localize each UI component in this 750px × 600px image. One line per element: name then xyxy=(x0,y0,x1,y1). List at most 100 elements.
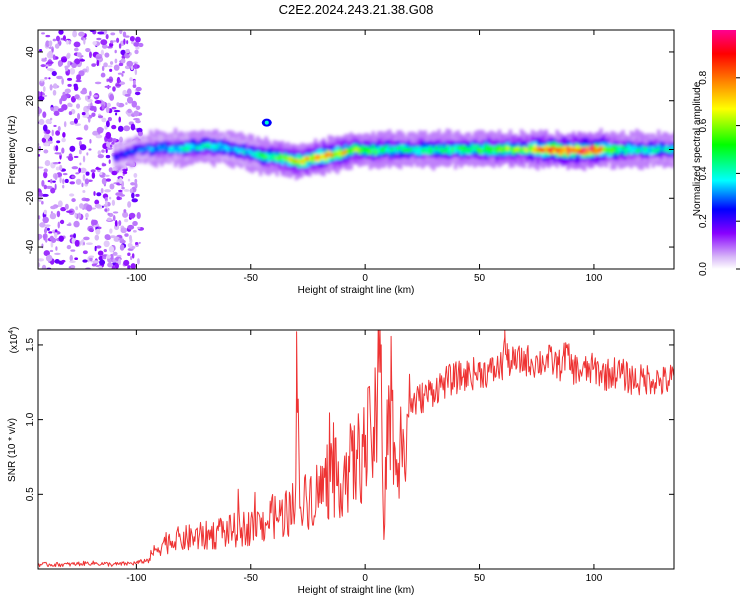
heatmap-noise-cell xyxy=(118,177,123,185)
heatmap-noise-cell xyxy=(136,127,143,133)
heatmap-ridge-cell xyxy=(610,148,614,153)
heatmap-noise-cell xyxy=(54,183,57,191)
heatmap-ridge-cell xyxy=(563,149,568,153)
heatmap-noise-cell xyxy=(106,142,111,148)
heatmap-ridge-cell xyxy=(118,150,123,158)
heatmap-noise-cell xyxy=(133,110,140,117)
heatmap-noise-cell xyxy=(49,212,57,220)
heatmap-noise-cell xyxy=(111,199,116,206)
heatmap-noise-cell xyxy=(101,104,105,110)
heatmap-ridge-cell xyxy=(143,146,148,151)
heatmap-noise-cell xyxy=(38,145,41,152)
heatmap-noise-cell xyxy=(129,35,135,42)
heatmap-ridge-cell xyxy=(508,146,513,151)
heatmap-noise-cell xyxy=(123,189,130,192)
heatmap-ridge-cell xyxy=(484,144,488,152)
heatmap-ridge-cell xyxy=(467,148,472,153)
heatmap-noise-cell xyxy=(86,152,89,156)
heatmap-ridge-cell xyxy=(256,153,260,158)
heatmap-noise-cell xyxy=(108,167,113,173)
snr-x-tick-label: -50 xyxy=(244,573,259,584)
heatmap-noise-cell xyxy=(90,169,96,173)
heatmap-noise-cell xyxy=(118,116,122,123)
heatmap-ridge-cell xyxy=(624,147,628,152)
heatmap-noise-cell xyxy=(122,211,129,218)
heatmap-ridge-cell xyxy=(478,148,482,153)
heatmap-noise-cell xyxy=(101,177,107,185)
heatmap-ridge-cell xyxy=(313,153,318,161)
heatmap-noise-cell xyxy=(128,212,136,219)
heatmap-ridge-cell xyxy=(558,147,562,152)
heatmap-noise-cell xyxy=(111,138,117,142)
heatmap-noise-cell xyxy=(112,251,118,256)
heatmap-noise-cell xyxy=(107,65,113,68)
heatmap-ridge-cell xyxy=(220,144,224,149)
heatmap-noise-cell xyxy=(134,91,141,96)
heatmap-ridge-cell xyxy=(368,150,373,155)
heatmap-noise-cell xyxy=(134,182,138,189)
heatmap-noise-cell xyxy=(41,180,45,187)
heatmap-noise-cell xyxy=(119,244,125,251)
heatmap-ridge-cell xyxy=(629,146,633,151)
heatmap-noise-cell xyxy=(134,178,138,184)
heatmap-ridge-cell xyxy=(335,150,340,156)
heatmap-noise-cell xyxy=(63,121,67,128)
heatmap-noise-cell xyxy=(82,259,88,263)
heatmap-ridge-cell xyxy=(250,152,255,156)
heatmap-ridge-cell xyxy=(550,147,554,154)
heatmap-ridge-cell xyxy=(283,157,288,162)
heatmap-ridge-cell xyxy=(541,148,546,153)
heatmap-noise-cell xyxy=(41,58,47,62)
heatmap-noise-cell xyxy=(41,243,44,249)
heatmap-noise-cell xyxy=(112,40,117,43)
heatmap-ridge-cell xyxy=(492,147,496,151)
heatmap-ridge-cell xyxy=(212,144,216,149)
heatmap-noise-cell xyxy=(73,233,76,239)
heatmap-noise-cell xyxy=(108,245,115,253)
heatmap-ridge-cell xyxy=(544,147,548,152)
heatmap-ridge-cell xyxy=(420,148,425,153)
heatmap-noise-cell xyxy=(50,205,57,210)
colorbar-tick-label: 0.6 xyxy=(698,118,709,132)
heatmap-noise-cell xyxy=(61,137,66,143)
heatmap-ridge-cell xyxy=(146,146,150,150)
heatmap-ridge-cell xyxy=(615,148,620,153)
heatmap-noise-cell xyxy=(67,155,74,162)
heatmap-noise-cell xyxy=(85,48,91,53)
heatmap-noise-cell xyxy=(96,126,104,134)
heatmap-noise-cell xyxy=(98,265,103,269)
heatmap-noise-cell xyxy=(73,41,81,48)
heatmap-noise-cell xyxy=(77,212,82,220)
heatmap-ridge-cell xyxy=(385,147,389,153)
heatmap-noise-cell xyxy=(49,249,54,253)
heatmap-noise-cell xyxy=(131,253,135,259)
heatmap-noise-cell xyxy=(42,216,49,224)
heatmap-ridge-cell xyxy=(536,146,540,151)
heatmap-noise-cell xyxy=(104,208,108,212)
heatmap-ridge-cell xyxy=(388,148,392,153)
heatmap-noise-cell xyxy=(122,168,128,172)
heatmap-ridge-cell xyxy=(182,146,186,151)
heatmap-ridge-cell xyxy=(588,146,592,151)
heatmap-noise-cell xyxy=(134,241,139,245)
heatmap-ridge-cell xyxy=(165,146,170,151)
heatmap-noise-cell xyxy=(81,111,86,116)
heatmap-noise-cell xyxy=(94,234,100,241)
heatmap-ridge-cell xyxy=(426,146,430,151)
heatmap-noise-cell xyxy=(51,70,57,77)
heatmap-noise-cell xyxy=(122,170,128,175)
heatmap-ridge-cell xyxy=(272,154,277,159)
heatmap-noise-cell xyxy=(135,36,141,43)
heatmap-noise-cell xyxy=(54,231,58,239)
heatmap-noise-cell xyxy=(74,94,80,100)
heatmap-noise-cell xyxy=(118,43,122,49)
heatmap-ridge-cell xyxy=(190,144,194,149)
heatmap-noise-cell xyxy=(124,233,129,237)
heatmap-noise-cell xyxy=(44,160,51,167)
heatmap-ridge-cell xyxy=(528,148,532,152)
heatmap-noise-cell xyxy=(85,212,89,218)
heatmap-ridge-cell xyxy=(448,147,452,155)
spectrogram-y-tick-label: 0 xyxy=(25,146,36,152)
heatmap-ridge-cell xyxy=(533,144,537,153)
heatmap-ridge-cell xyxy=(451,146,455,151)
